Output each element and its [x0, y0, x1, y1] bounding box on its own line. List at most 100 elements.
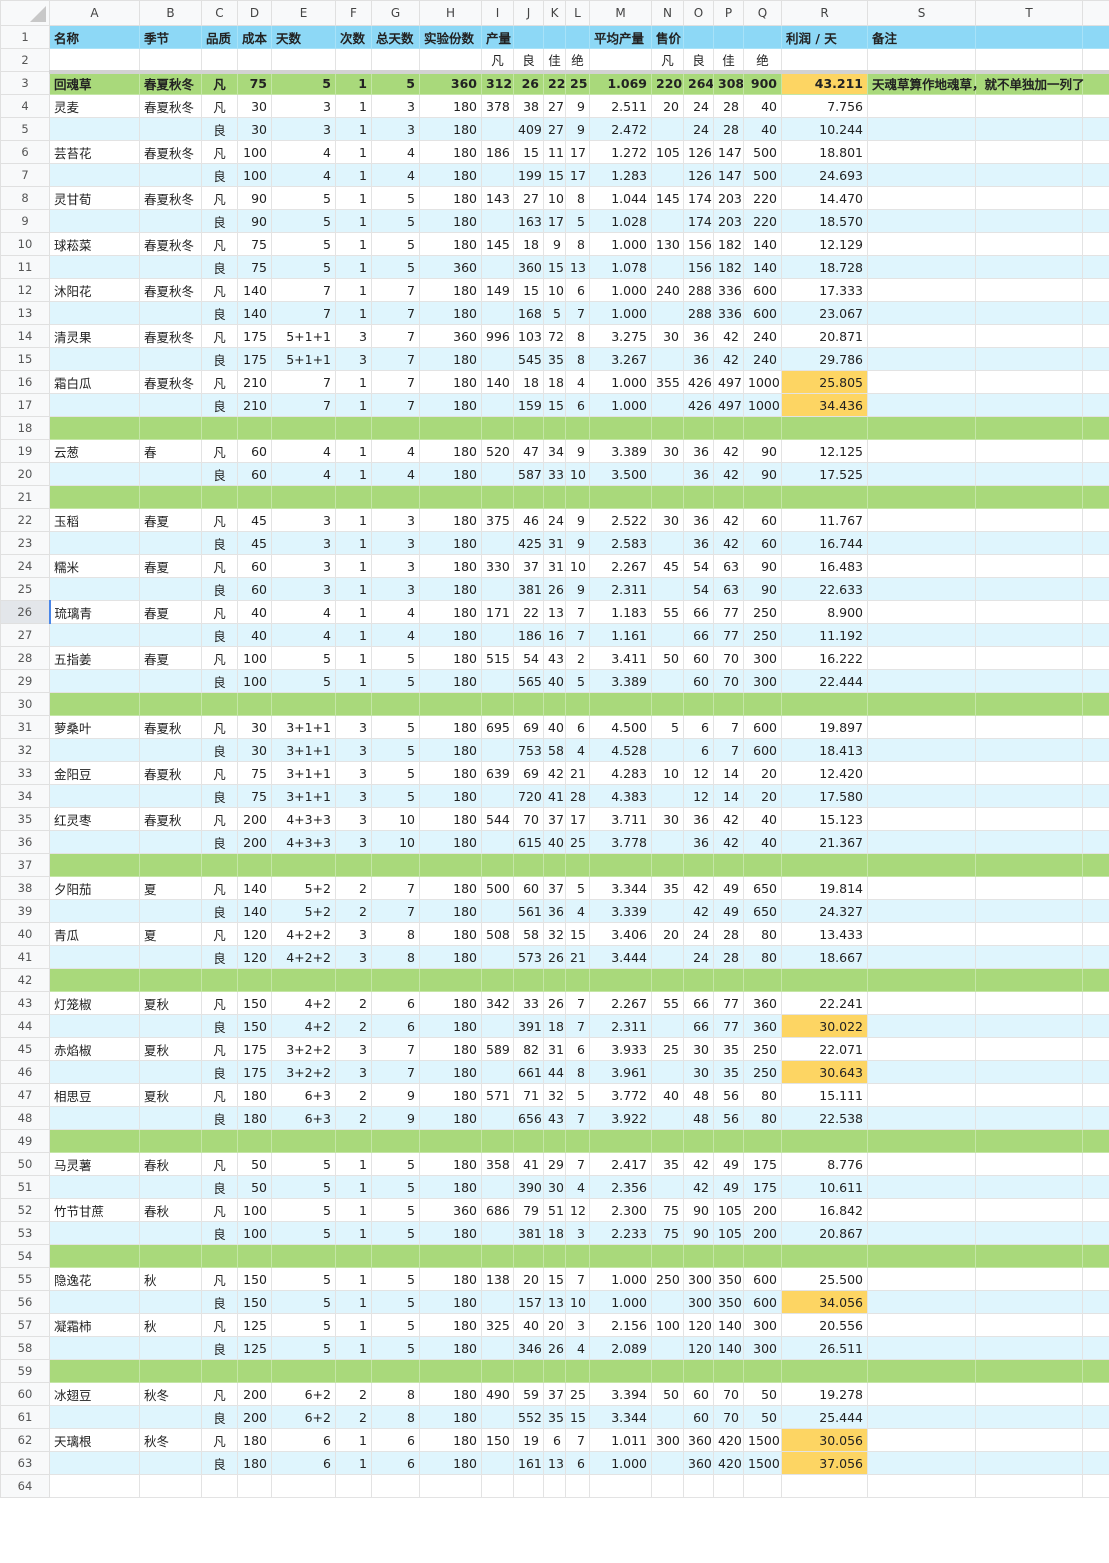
cell-I5[interactable] — [481, 117, 514, 141]
cell-K5[interactable]: 27 — [543, 117, 566, 141]
cell-D15[interactable]: 175 — [237, 347, 272, 371]
cell-J26[interactable]: 22 — [513, 600, 544, 624]
cell-N39[interactable] — [651, 899, 684, 923]
cell-R19[interactable]: 12.125 — [781, 439, 868, 463]
cell-R63[interactable]: 37.056 — [781, 1451, 868, 1475]
cell-K60[interactable]: 37 — [543, 1382, 566, 1406]
cell-F23[interactable]: 1 — [335, 531, 372, 555]
cell-K13[interactable]: 5 — [543, 301, 566, 325]
cell-J1[interactable] — [513, 25, 544, 49]
cell-I27[interactable] — [481, 623, 514, 647]
cell-B44[interactable] — [139, 1014, 202, 1038]
cell-T37[interactable] — [975, 853, 1083, 877]
cell-S53[interactable] — [867, 1221, 976, 1245]
cell-L16[interactable]: 4 — [565, 370, 590, 394]
cell-M41[interactable]: 3.444 — [589, 945, 652, 969]
cell-R28[interactable]: 16.222 — [781, 646, 868, 670]
cell-N1[interactable]: 售价 — [651, 25, 684, 49]
cell-E19[interactable]: 4 — [271, 439, 336, 463]
cell-A9[interactable] — [49, 209, 140, 233]
cell-B7[interactable] — [139, 163, 202, 187]
cell-H34[interactable]: 180 — [419, 784, 482, 808]
cell-A63[interactable] — [49, 1451, 140, 1475]
cell-G16[interactable]: 7 — [371, 370, 420, 394]
cell-P54[interactable] — [713, 1244, 744, 1268]
cell-P15[interactable]: 42 — [713, 347, 744, 371]
cell-R51[interactable]: 10.611 — [781, 1175, 868, 1199]
row-number[interactable]: 28 — [0, 646, 50, 670]
cell-K26[interactable]: 13 — [543, 600, 566, 624]
cell-I22[interactable]: 375 — [481, 508, 514, 532]
cell-A24[interactable]: 糯米 — [49, 554, 140, 578]
cell-M40[interactable]: 3.406 — [589, 922, 652, 946]
cell-J35[interactable]: 70 — [513, 807, 544, 831]
cell-Q28[interactable]: 300 — [743, 646, 782, 670]
cell-D40[interactable]: 120 — [237, 922, 272, 946]
cell-Q10[interactable]: 140 — [743, 232, 782, 256]
cell-H33[interactable]: 180 — [419, 761, 482, 785]
cell-B14[interactable]: 春夏秋冬 — [139, 324, 202, 348]
cell-C62[interactable]: 凡 — [201, 1428, 238, 1452]
cell-D29[interactable]: 100 — [237, 669, 272, 693]
cell-M59[interactable] — [589, 1359, 652, 1383]
cell-G1[interactable]: 总天数 — [371, 25, 420, 49]
cell-R34[interactable]: 17.580 — [781, 784, 868, 808]
cell-E6[interactable]: 4 — [271, 140, 336, 164]
cell-R6[interactable]: 18.801 — [781, 140, 868, 164]
row-number[interactable]: 17 — [0, 393, 50, 417]
row-number[interactable]: 7 — [0, 163, 50, 187]
cell-L62[interactable]: 7 — [565, 1428, 590, 1452]
cell-F35[interactable]: 3 — [335, 807, 372, 831]
cell-P61[interactable]: 70 — [713, 1405, 744, 1429]
cell-N55[interactable]: 250 — [651, 1267, 684, 1291]
cell-P23[interactable]: 42 — [713, 531, 744, 555]
cell-P56[interactable]: 350 — [713, 1290, 744, 1314]
cell-G30[interactable] — [371, 692, 420, 716]
cell-O54[interactable] — [683, 1244, 714, 1268]
cell-A58[interactable] — [49, 1336, 140, 1360]
cell-E36[interactable]: 4+3+3 — [271, 830, 336, 854]
cell-Q20[interactable]: 90 — [743, 462, 782, 486]
cell-O55[interactable]: 300 — [683, 1267, 714, 1291]
cell-N15[interactable] — [651, 347, 684, 371]
cell-C10[interactable]: 凡 — [201, 232, 238, 256]
cell-O44[interactable]: 66 — [683, 1014, 714, 1038]
cell-H24[interactable]: 180 — [419, 554, 482, 578]
cell-R24[interactable]: 16.483 — [781, 554, 868, 578]
cell-O3[interactable]: 264 — [683, 71, 714, 95]
cell-Q13[interactable]: 600 — [743, 301, 782, 325]
row-number[interactable]: 56 — [0, 1290, 50, 1314]
cell-F45[interactable]: 3 — [335, 1037, 372, 1061]
cell-J64[interactable] — [513, 1474, 544, 1498]
cell-F51[interactable]: 1 — [335, 1175, 372, 1199]
row-number[interactable]: 59 — [0, 1359, 50, 1383]
cell-S55[interactable] — [867, 1267, 976, 1291]
cell-Q23[interactable]: 60 — [743, 531, 782, 555]
cell-E37[interactable] — [271, 853, 336, 877]
cell-O52[interactable]: 90 — [683, 1198, 714, 1222]
cell-C37[interactable] — [201, 853, 238, 877]
cell-J24[interactable]: 37 — [513, 554, 544, 578]
cell-I1[interactable]: 产量 — [481, 25, 514, 49]
cell-R54[interactable] — [781, 1244, 868, 1268]
cell-B60[interactable]: 秋冬 — [139, 1382, 202, 1406]
cell-C60[interactable]: 凡 — [201, 1382, 238, 1406]
cell-K48[interactable]: 43 — [543, 1106, 566, 1130]
cell-A52[interactable]: 竹节甘蔗 — [49, 1198, 140, 1222]
cell-N37[interactable] — [651, 853, 684, 877]
cell-E59[interactable] — [271, 1359, 336, 1383]
cell-P50[interactable]: 49 — [713, 1152, 744, 1176]
cell-G6[interactable]: 4 — [371, 140, 420, 164]
cell-M23[interactable]: 2.583 — [589, 531, 652, 555]
cell-L13[interactable]: 7 — [565, 301, 590, 325]
cell-S1[interactable]: 备注 — [867, 25, 976, 49]
cell-F46[interactable]: 3 — [335, 1060, 372, 1084]
cell-G15[interactable]: 7 — [371, 347, 420, 371]
cell-E47[interactable]: 6+3 — [271, 1083, 336, 1107]
cell-K22[interactable]: 24 — [543, 508, 566, 532]
cell-G55[interactable]: 5 — [371, 1267, 420, 1291]
row-number[interactable]: 52 — [0, 1198, 50, 1222]
cell-E56[interactable]: 5 — [271, 1290, 336, 1314]
cell-F8[interactable]: 1 — [335, 186, 372, 210]
cell-P24[interactable]: 63 — [713, 554, 744, 578]
